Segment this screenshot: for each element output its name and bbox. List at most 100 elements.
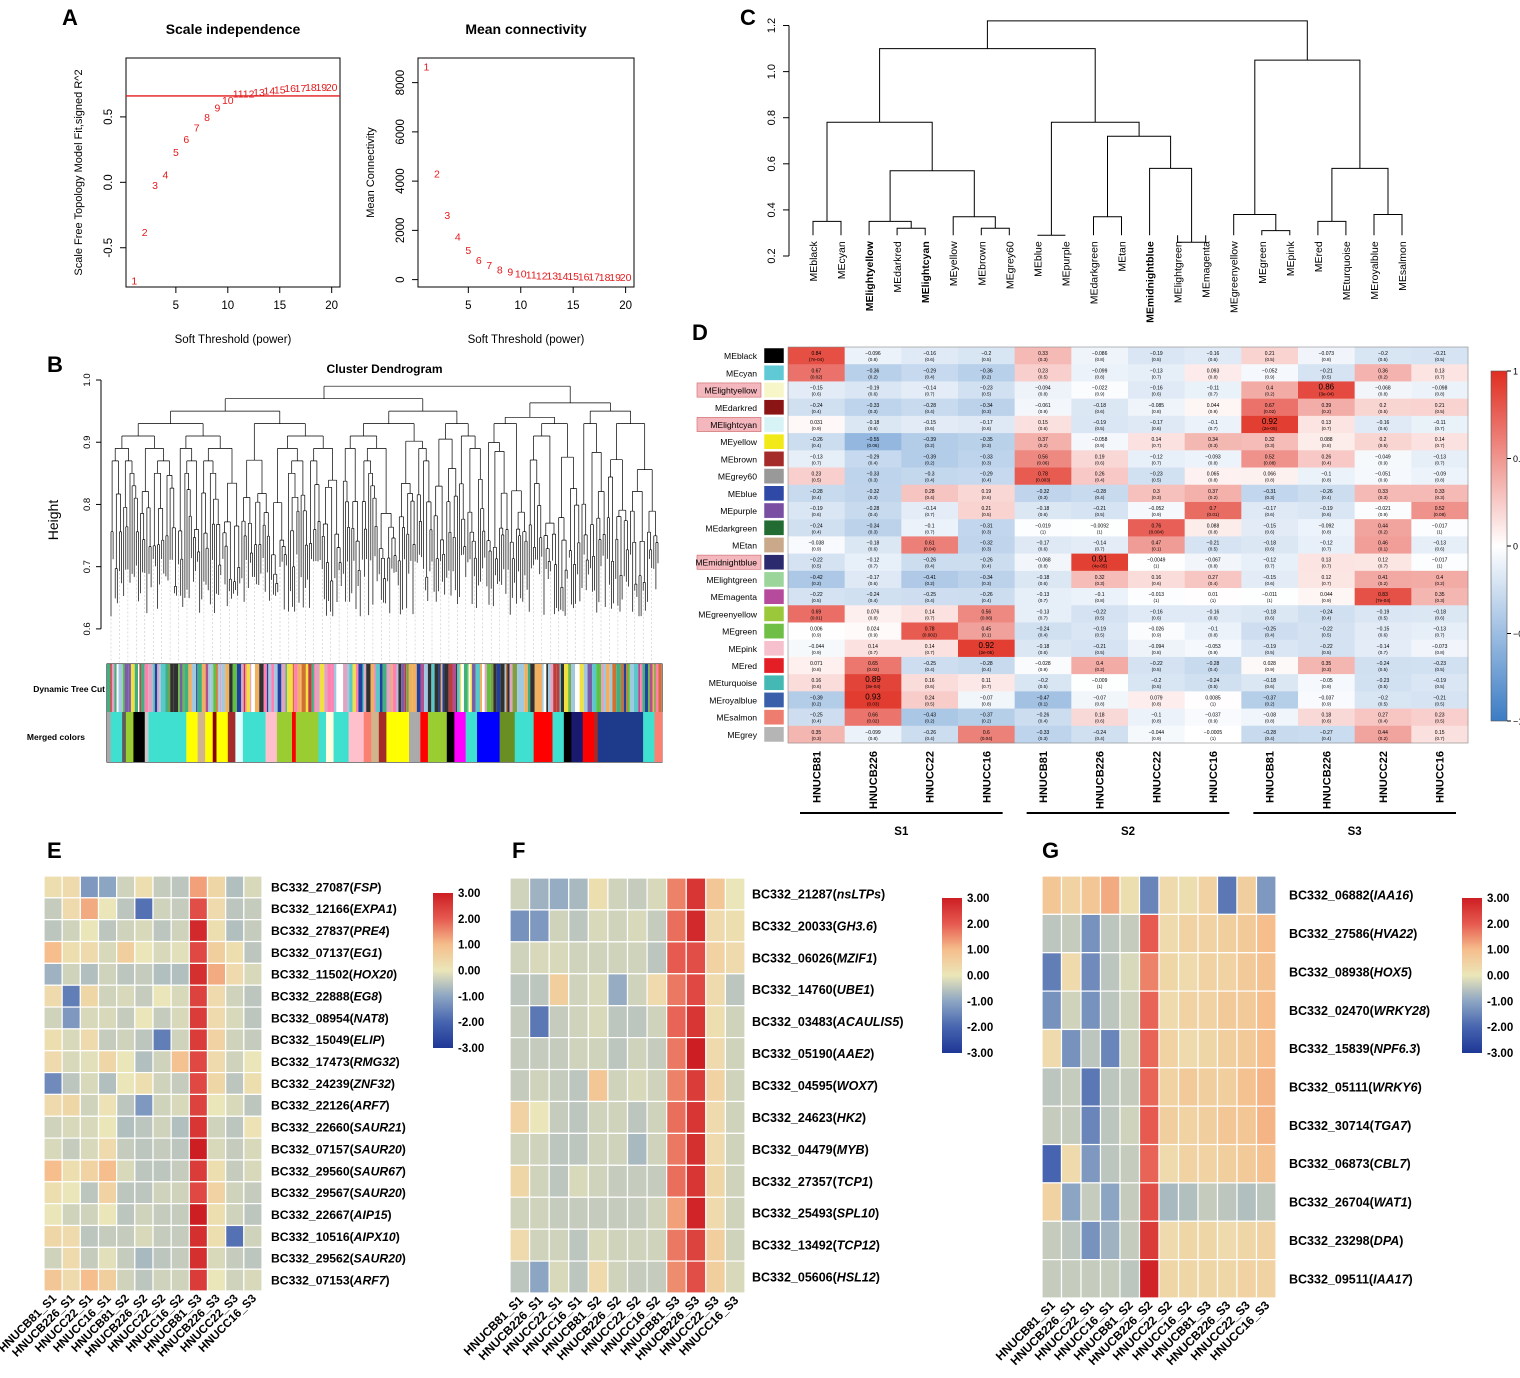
heatmap-cell [958,347,1015,365]
heatmap-cell [1236,1220,1258,1261]
cell-value: −0.13 [1433,541,1446,547]
cell-pvalue: (0.4) [1265,633,1275,638]
gene-label: BC332_24239(ZNF32) [271,1077,395,1091]
heatmap-cell [626,1037,648,1071]
gene-close: ) [862,1111,866,1125]
cell-value: −0.24 [867,592,880,598]
heatmap-cell [1041,1143,1063,1184]
cell-pvalue: (0.9) [1152,736,1162,741]
gene-name: EG1 [354,946,379,960]
heatmap-cell [243,1159,263,1183]
cell-value: −0.21 [1433,695,1446,701]
module-color-swatch [763,399,785,416]
heatmap-cell [1138,1028,1160,1069]
cell-value: −0.24 [1320,609,1333,615]
cell-pvalue: (0.8) [868,357,878,362]
heatmap-cell [724,1164,746,1198]
heatmap-cell [1060,1028,1082,1069]
heatmap-cell [116,1115,136,1139]
heatmap-cell [705,1164,727,1198]
heatmap-cell [1184,450,1242,468]
tree-cut-segment [173,664,179,712]
heatmap-cell [587,1037,609,1071]
cell-value: −0.23 [980,386,993,392]
heatmap-cell [646,973,668,1007]
cell-value: −0.049 [1375,454,1391,460]
heatmap-cell [61,940,81,964]
tree-cut-segment [559,664,561,712]
cell-value: 0.28 [925,489,935,495]
heatmap-cell [1216,1259,1238,1299]
heatmap-cell [626,1068,648,1103]
heatmap-cell [1014,433,1072,451]
heatmap-cell [548,1068,570,1103]
column-label: HNUCB226 [1321,751,1333,809]
gene-name: RMG32 [354,1055,396,1069]
tree-cut-segment [416,664,421,712]
cell-value: 0.6 [983,730,990,736]
heatmap-cell [1354,450,1412,468]
data-point-label: 18 [599,272,611,284]
cell-value: −0.32 [1037,489,1050,495]
tree-cut-segment [339,664,344,712]
gene-label: BC332_13492(TCP12) [752,1239,880,1253]
heatmap-cell [1080,1105,1102,1146]
tree-cut-segment [263,664,267,712]
tree-cut-segment [638,664,641,712]
tree-cut-segment [118,664,123,712]
heatmap-cell [685,1228,707,1262]
heatmap-cell [116,1246,136,1270]
heatmap-cell [958,364,1015,382]
cell-value: 0.024 [867,627,880,633]
heatmap-cell [206,1246,227,1270]
heatmap-cell [1216,1067,1238,1107]
gene-label: BC332_05190(AAE2) [752,1047,874,1061]
cell-pvalue: (1) [1154,598,1160,603]
leaf-label: MEmidnightblue [1145,241,1157,323]
cell-value: −0.099 [1092,368,1108,374]
heatmap-cell [1014,501,1072,520]
heatmap-cell [1060,913,1082,954]
heatmap-cell [587,1005,609,1039]
heatmap-cell [1014,588,1072,606]
data-point-label: 12 [243,88,255,100]
cell-value: 0.67 [1265,403,1275,409]
cell-value: −0.19 [1377,609,1390,615]
cell-pvalue: (0.4) [925,667,935,672]
heatmap-cell [79,962,100,986]
gene-id: BC332_22667( [271,1208,355,1222]
heatmap-cell [587,1164,609,1198]
heatmap-cell [206,919,227,943]
gene-id: BC332_27837( [271,924,355,938]
heatmap-cell [1255,1182,1277,1222]
heatmap-cell [97,1050,118,1074]
heatmap-cell [170,1159,190,1183]
heatmap-cell [1197,1067,1219,1107]
heatmap-cell [79,940,100,964]
merged-color-segment [318,712,327,762]
cell-pvalue: (0.4) [982,598,992,603]
tree-cut-segment [212,664,214,712]
heatmap-cell [568,1068,589,1103]
heatmap-cell [1080,1182,1102,1222]
tree-cut-segment [250,664,252,712]
x-axis-label: Soft Threshold (power) [175,334,292,346]
gene-close: ) [396,1055,400,1069]
row-label: MEgreenyellow [698,609,758,619]
heatmap-cell [1184,570,1242,589]
cell-pvalue: (0.7) [1152,374,1162,379]
cell-pvalue: (0.7) [1322,426,1332,431]
heatmap-cell [97,1268,118,1292]
heatmap-cell [509,1100,531,1134]
cell-value: 0.044 [1320,592,1333,598]
gene-name: IAA16 [1374,889,1410,903]
heatmap-cell [788,415,845,434]
tree-cut-segment [111,664,115,712]
cell-pvalue: (0.7) [925,615,935,620]
gene-id: BC332_29567( [271,1186,355,1200]
heatmap-cell [1411,656,1469,675]
cell-value: −0.068 [1375,386,1391,392]
cell-value: 0.21 [1435,403,1445,409]
cell-pvalue: (0.6) [1378,426,1388,431]
heatmap-cell [1128,415,1185,434]
